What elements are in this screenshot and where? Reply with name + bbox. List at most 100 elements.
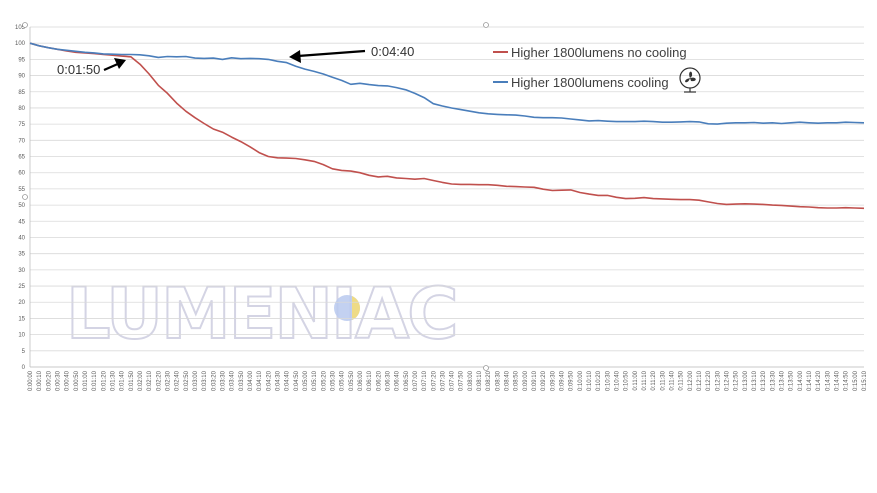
y-tick-label-75: 75 xyxy=(18,122,25,128)
x-tick-label-0-03-10: 0:03:10 xyxy=(202,370,208,391)
y-tick-label-0: 0 xyxy=(22,365,26,371)
x-tick-label-0-11-40: 0:11:40 xyxy=(670,370,676,390)
x-tick-label-0-09-20: 0:09:20 xyxy=(541,370,547,391)
x-tick-label-0-12-40: 0:12:40 xyxy=(725,370,731,391)
y-tick-label-5: 5 xyxy=(22,349,26,355)
x-tick-label-0-10-10: 0:10:10 xyxy=(587,370,593,391)
x-tick-label-0-09-10: 0:09:10 xyxy=(532,370,538,391)
x-tick-label-0-09-50: 0:09:50 xyxy=(569,370,575,391)
x-tick-label-0-07-10: 0:07:10 xyxy=(422,370,428,391)
x-tick-label-0-13-20: 0:13:20 xyxy=(761,370,767,391)
watermark: LUMENIAC xyxy=(65,272,460,356)
y-tick-label-10: 10 xyxy=(18,333,25,339)
x-tick-label-0-08-50: 0:08:50 xyxy=(514,370,520,391)
selection-handles xyxy=(22,22,489,371)
x-tick-label-0-03-40: 0:03:40 xyxy=(230,370,236,391)
x-tick-label-0-14-30: 0:14:30 xyxy=(825,370,831,391)
fan-icon xyxy=(679,67,701,93)
axes xyxy=(29,27,864,368)
x-tick-label-0-06-20: 0:06:20 xyxy=(376,370,382,391)
x-tick-label-0-04-20: 0:04:20 xyxy=(266,370,272,391)
x-tick-label-0-12-10: 0:12:10 xyxy=(697,370,703,391)
x-tick-label-0-13-40: 0:13:40 xyxy=(780,370,786,391)
x-tick-label-0-01-20: 0:01:20 xyxy=(101,370,107,391)
x-tick-label-0-12-30: 0:12:30 xyxy=(715,370,721,391)
y-tick-label-15: 15 xyxy=(18,316,25,322)
y-tick-label-25: 25 xyxy=(18,284,25,290)
x-tick-label-0-05-40: 0:05:40 xyxy=(340,370,346,391)
x-tick-label-0-07-40: 0:07:40 xyxy=(450,370,456,391)
x-tick-label-0-09-40: 0:09:40 xyxy=(560,370,566,391)
x-tick-label-0-01-00: 0:01:00 xyxy=(83,370,89,391)
y-tick-label-100: 100 xyxy=(15,41,26,47)
x-tick-label-0-00-20: 0:00:20 xyxy=(46,370,52,391)
x-tick-label-0-03-30: 0:03:30 xyxy=(220,370,226,391)
x-tick-label-0-04-30: 0:04:30 xyxy=(275,370,281,391)
x-tick-label-0-02-10: 0:02:10 xyxy=(147,370,153,391)
x-tick-label-0-14-40: 0:14:40 xyxy=(835,370,841,391)
x-tick-label-0-08-30: 0:08:30 xyxy=(495,370,501,391)
y-tick-label-55: 55 xyxy=(18,187,25,193)
x-tick-label-0-05-10: 0:05:10 xyxy=(312,370,318,391)
x-tick-label-0-03-50: 0:03:50 xyxy=(239,370,245,391)
x-tick-label-0-02-30: 0:02:30 xyxy=(165,370,171,391)
x-tick-label-0-10-30: 0:10:30 xyxy=(605,370,611,391)
x-tick-label-0-11-30: 0:11:30 xyxy=(660,370,666,390)
gridlines xyxy=(30,26,864,368)
x-tick-label-0-08-10: 0:08:10 xyxy=(477,370,483,391)
x-tick-label-0-05-20: 0:05:20 xyxy=(321,370,327,391)
x-tick-label-0-13-10: 0:13:10 xyxy=(752,370,758,391)
x-tick-label-0-01-50: 0:01:50 xyxy=(129,370,135,391)
series-lines xyxy=(29,42,865,210)
x-tick-label-0-11-10: 0:11:10 xyxy=(642,370,648,390)
y-tick-label-105: 105 xyxy=(15,25,26,31)
x-tick-label-0-07-30: 0:07:30 xyxy=(440,370,446,391)
x-tick-label-0-10-00: 0:10:00 xyxy=(578,370,584,391)
x-tick-label-0-13-50: 0:13:50 xyxy=(789,370,795,391)
y-tick-label-95: 95 xyxy=(18,57,25,63)
x-tick-label-0-02-50: 0:02:50 xyxy=(184,370,190,391)
y-tick-label-30: 30 xyxy=(18,268,25,274)
handle-bottom-middle xyxy=(483,365,489,371)
x-tick-label-0-06-50: 0:06:50 xyxy=(404,370,410,391)
y-tick-label-70: 70 xyxy=(18,138,25,144)
y-tick-label-65: 65 xyxy=(18,155,25,161)
series-line-no-cooling xyxy=(29,42,865,210)
x-tick-label-0-12-00: 0:12:00 xyxy=(688,370,694,391)
legend-label-no-cooling: Higher 1800lumens no cooling xyxy=(511,45,687,60)
x-tick-label-0-07-50: 0:07:50 xyxy=(459,370,465,391)
x-tick-label-0-12-50: 0:12:50 xyxy=(734,370,740,391)
x-tick-label-0-09-30: 0:09:30 xyxy=(550,370,556,391)
x-tick-label-0-00-50: 0:00:50 xyxy=(74,370,80,391)
x-tick-label-0-06-00: 0:06:00 xyxy=(358,370,364,391)
handle-top-middle xyxy=(483,22,489,28)
x-tick-label-0-06-30: 0:06:30 xyxy=(385,370,391,391)
x-tick-label-0-08-20: 0:08:20 xyxy=(486,370,492,391)
x-tick-label-0-11-20: 0:11:20 xyxy=(651,370,657,390)
x-tick-label-0-00-00: 0:00:00 xyxy=(28,370,34,391)
x-tick-label-0-06-40: 0:06:40 xyxy=(395,370,401,391)
y-tick-label-35: 35 xyxy=(18,252,25,258)
y-tick-label-90: 90 xyxy=(18,74,25,80)
x-tick-label-0-12-20: 0:12:20 xyxy=(706,370,712,391)
x-tick-label-0-14-10: 0:14:10 xyxy=(807,370,813,391)
series-line-cooling xyxy=(29,42,865,125)
annotation-label-0-01-50: 0:01:50 xyxy=(57,62,100,77)
x-tick-label-0-11-50: 0:11:50 xyxy=(679,370,685,390)
x-tick-label-0-08-00: 0:08:00 xyxy=(468,370,474,391)
x-tick-label-0-05-50: 0:05:50 xyxy=(349,370,355,391)
x-tick-label-0-10-20: 0:10:20 xyxy=(596,370,602,391)
watermark-text: LUMENIAC xyxy=(66,273,457,355)
x-tick-label-0-05-30: 0:05:30 xyxy=(330,370,336,391)
x-tick-label-0-00-10: 0:00:10 xyxy=(37,370,43,391)
x-tick-label-0-04-40: 0:04:40 xyxy=(285,370,291,391)
x-tick-label-0-15-10: 0:15:10 xyxy=(862,370,868,391)
x-tick-label-0-02-00: 0:02:00 xyxy=(138,370,144,391)
x-tick-label-0-00-40: 0:00:40 xyxy=(65,370,71,391)
x-tick-label-0-06-10: 0:06:10 xyxy=(367,370,373,391)
x-tick-label-0-14-20: 0:14:20 xyxy=(816,370,822,391)
x-tick-label-0-03-20: 0:03:20 xyxy=(211,370,217,391)
annotation-label-0-04-40: 0:04:40 xyxy=(371,44,414,59)
x-tick-label-0-14-50: 0:14:50 xyxy=(844,370,850,391)
